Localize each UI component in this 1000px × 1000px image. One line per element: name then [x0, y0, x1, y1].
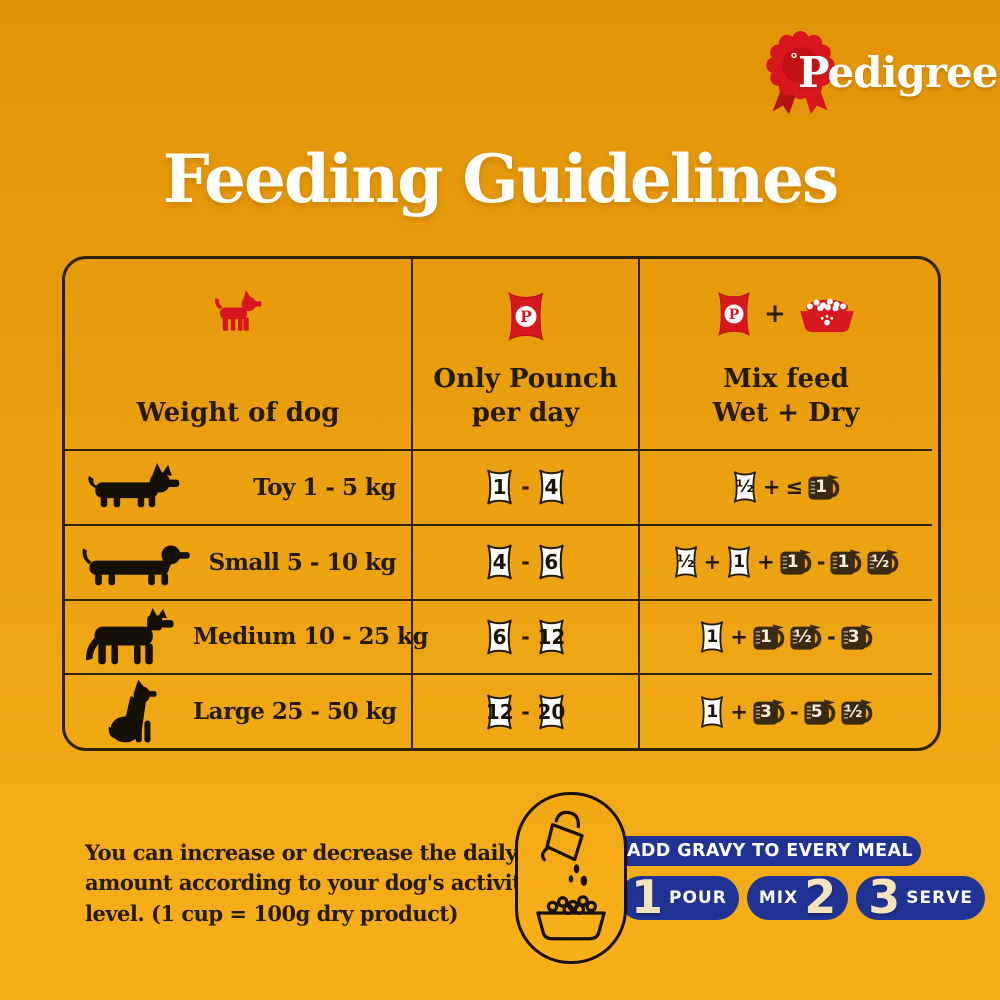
operator-text: -: [521, 475, 530, 500]
row-label: Small 5 - 10 kg: [208, 548, 397, 576]
row-label: Large 25 - 50 kg: [193, 698, 397, 726]
pouch-per-day-value: 1-4: [484, 466, 567, 508]
svg-text:P: P: [520, 308, 532, 326]
pouch-icon: P: [508, 292, 543, 341]
row-medium-mix-feed: 1 +1 ½ -3: [640, 598, 932, 674]
pouch-icon: ½: [731, 468, 759, 506]
row-medium-pouch-only: 6-12: [411, 598, 640, 674]
pouch-icon: 1: [698, 618, 726, 656]
step-label: MIX: [758, 888, 799, 908]
measuring-cup-icon: 1: [807, 472, 841, 502]
rosette-ribbon-icon: [766, 31, 835, 115]
measuring-cup-icon: ½: [789, 622, 823, 652]
header-weight-of-dog: Weight of dog: [65, 259, 411, 449]
measuring-cup-icon: 3: [840, 622, 874, 652]
row-small-mix-feed: ½ +1 +1-1 ½: [640, 523, 932, 599]
row-large-mix-feed: 1 +3-5 ½: [640, 673, 932, 748]
pour-illustration: [515, 792, 627, 964]
red-dog-icon: [215, 290, 262, 331]
operator-text: -: [521, 624, 530, 649]
gravy-banner: ADD GRAVY TO EVERY MEAL: [605, 836, 921, 866]
pouch-per-day-value: 4-6: [484, 541, 567, 583]
mix-feed-value: 1 +1 ½ -3: [698, 618, 873, 656]
pouch-icon: 12: [536, 616, 567, 658]
pouch-icon: 12: [484, 691, 515, 733]
step-number: 2: [804, 870, 837, 925]
pouch-icon: P: [718, 291, 750, 337]
header-only-pouch: P Only Pounch per day: [411, 259, 640, 449]
mix-feed-value: ½ +1 +1-1 ½: [672, 543, 901, 581]
medium-dog-icon: [75, 606, 193, 668]
gravy-instructions: ADD GRAVY TO EVERY MEAL 1 POUR MIX 2 3 S…: [515, 790, 985, 964]
gravy-steps: 1 POUR MIX 2 3 SERVE: [619, 870, 985, 925]
step-serve: 3 SERVE: [856, 870, 985, 925]
large-dog-icon: [75, 679, 193, 745]
step-pour: 1 POUR: [619, 870, 739, 925]
pouch-icon: 20: [536, 691, 567, 733]
mix-column-label: Mix feed Wet + Dry: [712, 364, 860, 429]
pedigree-logo: °Pedigree: [738, 20, 998, 122]
measuring-cup-icon: ½: [866, 547, 900, 577]
mix-feed-value: 1 +3-5 ½: [698, 693, 873, 731]
operator-text: -: [826, 624, 836, 649]
pouch-icon: 4: [536, 466, 567, 508]
pouch-column-label: Only Pounch per day: [433, 364, 618, 429]
operator-text: +: [730, 624, 748, 649]
pouch-icon: 6: [536, 541, 567, 583]
row-medium-weight: Medium 10 - 25 kg: [65, 598, 429, 674]
page-title: Feeding Guidelines: [162, 140, 839, 218]
step-number: 1: [631, 870, 664, 925]
step-label: SERVE: [906, 888, 973, 908]
row-toy-mix-feed: ½ + ≤1: [640, 449, 932, 524]
row-large-weight: Large 25 - 50 kg: [65, 673, 411, 748]
header-mix-feed: P + Mix feed: [640, 259, 932, 449]
step-mix: MIX 2: [746, 870, 849, 925]
row-toy-weight: Toy 1 - 5 kg: [65, 449, 411, 524]
measuring-cup-icon: 5: [803, 697, 837, 727]
pouch-icon: 1: [698, 693, 726, 731]
pouch-icon: 4: [484, 541, 515, 583]
mix-feed-value: ½ + ≤1: [731, 468, 841, 506]
step-number: 3: [868, 870, 901, 925]
operator-text: -: [816, 550, 826, 575]
pouch-icon: 1: [484, 466, 515, 508]
plus-sign: +: [764, 299, 786, 329]
row-label: Medium 10 - 25 kg: [193, 623, 429, 651]
step-label: POUR: [669, 888, 727, 908]
row-small-pouch-only: 4-6: [411, 523, 640, 599]
row-large-pouch-only: 12-20: [411, 673, 640, 748]
pouch-icon: 6: [484, 616, 515, 658]
svg-text:P: P: [729, 307, 740, 323]
operator-text: +: [757, 550, 775, 575]
measuring-cup-icon: 1: [752, 622, 786, 652]
pouch-icon: ½: [672, 543, 700, 581]
weight-column-label: Weight of dog: [136, 398, 340, 429]
pouch-per-day-value: 12-20: [484, 691, 567, 733]
bowl-icon: [800, 298, 854, 333]
trademark-mark: °: [790, 50, 798, 69]
feeding-table: Weight of dog P Only Pounch per day P +: [62, 256, 941, 751]
operator-text: +: [730, 699, 748, 724]
pouch-icon: 1: [725, 543, 753, 581]
operator-text: +: [703, 550, 722, 575]
measuring-cup-icon: 1: [829, 547, 863, 577]
row-small-weight: Small 5 - 10 kg: [65, 523, 411, 599]
operator-text: -: [521, 699, 530, 724]
row-label: Toy 1 - 5 kg: [253, 473, 396, 501]
pouring-gravy-icon: [536, 810, 606, 941]
brand-name: °Pedigree: [790, 48, 998, 97]
measuring-cup-icon: ½: [840, 697, 874, 727]
operator-text: +: [762, 475, 781, 500]
operator-text: -: [789, 699, 799, 724]
operator-text: -: [521, 550, 530, 575]
toy-dog-icon: [75, 462, 193, 512]
pouch-per-day-value: 6-12: [484, 616, 567, 658]
measuring-cup-icon: 1: [779, 547, 813, 577]
row-toy-pouch-only: 1-4: [411, 449, 640, 524]
measuring-cup-icon: 3: [752, 697, 786, 727]
footnote-text: You can increase or decrease the daily a…: [85, 840, 534, 926]
small-dog-icon: [75, 536, 193, 589]
operator-text: ≤: [785, 475, 804, 500]
